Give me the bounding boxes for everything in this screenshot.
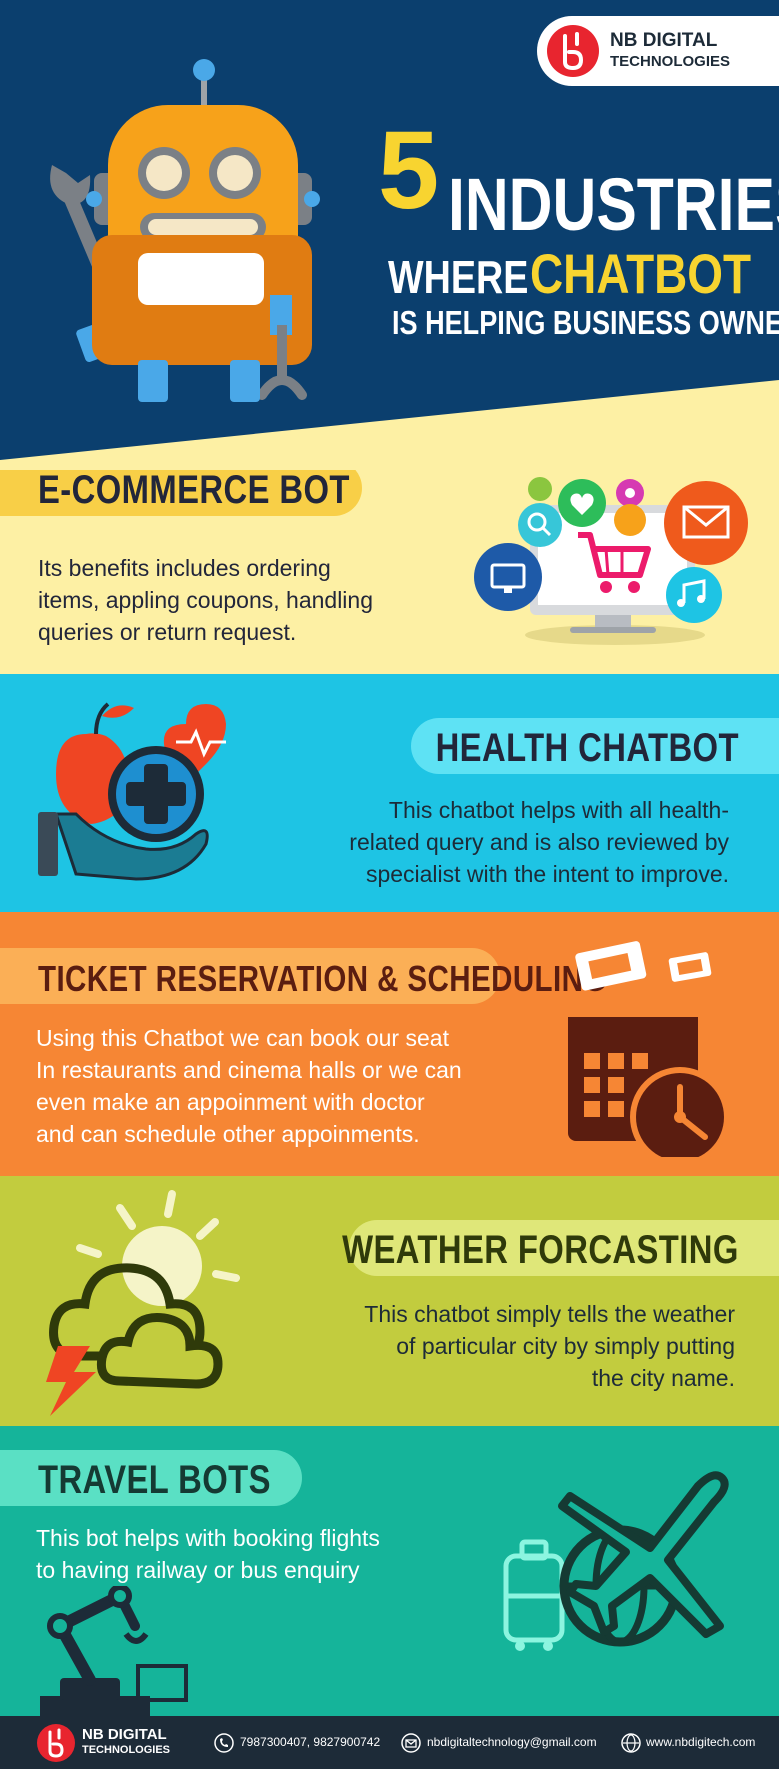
- travel-desc-line: This bot helps with booking flights: [36, 1525, 380, 1551]
- weather-description: This chatbot simply tells the weather of…: [364, 1298, 735, 1394]
- section-ticket: TICKET RESERVATION & SCHEDULING Using th…: [0, 912, 779, 1176]
- health-hand-icon: [38, 702, 226, 881]
- travel-title: TRAVEL BOTS: [38, 1458, 271, 1502]
- brand-name-line1: NB DIGITAL: [610, 30, 718, 51]
- brand-name-line2: TECHNOLOGIES: [610, 53, 731, 70]
- footer-bar: NB DIGITAL TECHNOLOGIES 7987300407, 9827…: [0, 1716, 779, 1769]
- ecommerce-desc-line: queries or return request.: [38, 619, 297, 645]
- ticket-title-pill: TICKET RESERVATION & SCHEDULING: [0, 948, 606, 1004]
- travel-description: This bot helps with booking flights to h…: [36, 1522, 380, 1586]
- ticket-description: Using this Chatbot we can book our seat …: [36, 1022, 462, 1150]
- weather-title-pill: WEATHER FORCASTING: [342, 1220, 779, 1276]
- health-title: HEALTH CHATBOT: [435, 726, 739, 770]
- section-health: HEALTH CHATBOT This chatbot helps with a…: [0, 674, 779, 912]
- weather-desc-line: of particular city by simply putting: [396, 1333, 735, 1359]
- travel-title-pill: TRAVEL BOTS: [0, 1450, 302, 1506]
- weather-title: WEATHER FORCASTING: [342, 1228, 739, 1272]
- footer-email[interactable]: nbdigitaltechnology@gmail.com: [427, 1735, 597, 1749]
- ticket-title: TICKET RESERVATION & SCHEDULING: [38, 958, 607, 999]
- robot-illustration: [50, 59, 320, 402]
- brand-logo-top: NB DIGITAL TECHNOLOGIES: [537, 16, 779, 86]
- footer-website[interactable]: www.nbdigitech.com: [646, 1735, 756, 1749]
- footer-brand-line2: TECHNOLOGIES: [82, 1744, 171, 1756]
- weather-cloud-icon: [46, 1190, 240, 1416]
- footer-brand-mark-icon: [37, 1724, 75, 1762]
- section-travel: TRAVEL BOTS This bot helps with booking …: [0, 1426, 779, 1726]
- shopping-monitor-icon: [474, 477, 748, 645]
- headline-industries: INDUSTRIES: [448, 163, 779, 246]
- headline-chatbot: CHATBOT: [530, 242, 752, 305]
- email-icon: [401, 1733, 421, 1753]
- headline-subline: IS HELPING BUSINESS OWNERS: [392, 304, 779, 341]
- globe-icon: [621, 1733, 641, 1753]
- calendar-clock-icon: [568, 941, 730, 1157]
- health-description: This chatbot helps with all health- rela…: [349, 794, 729, 890]
- footer-brand-line1: NB DIGITAL: [82, 1726, 167, 1743]
- brand-mark-icon: [547, 25, 599, 77]
- robotic-arm-icon: [40, 1586, 188, 1726]
- hero-diagonal: [0, 380, 779, 470]
- ticket-desc-line: even make an appoinment with doctor: [36, 1089, 425, 1115]
- travel-desc-line: to having railway or bus enquiry: [36, 1557, 360, 1583]
- health-desc-line: This chatbot helps with all health-: [388, 797, 729, 823]
- footer-phone[interactable]: 7987300407, 9827900742: [240, 1735, 381, 1749]
- headline-number: 5: [378, 109, 440, 232]
- phone-icon: [214, 1733, 234, 1753]
- ticket-desc-line: In restaurants and cinema halls or we ca…: [36, 1057, 462, 1083]
- headline-where: WHERE: [388, 251, 529, 303]
- ecommerce-title-pill: E-COMMERCE BOT: [0, 470, 362, 516]
- section-ecommerce: E-COMMERCE BOT Its benefits includes ord…: [0, 470, 779, 674]
- health-title-pill: HEALTH CHATBOT: [411, 718, 779, 774]
- ticket-desc-line: Using this Chatbot we can book our seat: [36, 1025, 449, 1051]
- weather-desc-line: the city name.: [591, 1365, 735, 1391]
- hero-section: NB DIGITAL TECHNOLOGIES: [0, 0, 779, 470]
- weather-desc-line: This chatbot simply tells the weather: [364, 1301, 735, 1327]
- health-desc-line: related query and is also reviewed by: [349, 829, 729, 855]
- ecommerce-desc-line: items, appling coupons, handling: [38, 587, 374, 613]
- section-weather: WEATHER FORCASTING This chatbot simply t…: [0, 1176, 779, 1426]
- ecommerce-description: Its benefits includes ordering items, ap…: [38, 552, 373, 648]
- travel-globe-plane-icon: [503, 1471, 729, 1651]
- ecommerce-title: E-COMMERCE BOT: [38, 470, 350, 512]
- ecommerce-desc-line: Its benefits includes ordering: [38, 555, 331, 581]
- health-desc-line: specialist with the intent to improve.: [365, 861, 729, 887]
- ticket-desc-line: and can schedule other appoinments.: [36, 1121, 420, 1147]
